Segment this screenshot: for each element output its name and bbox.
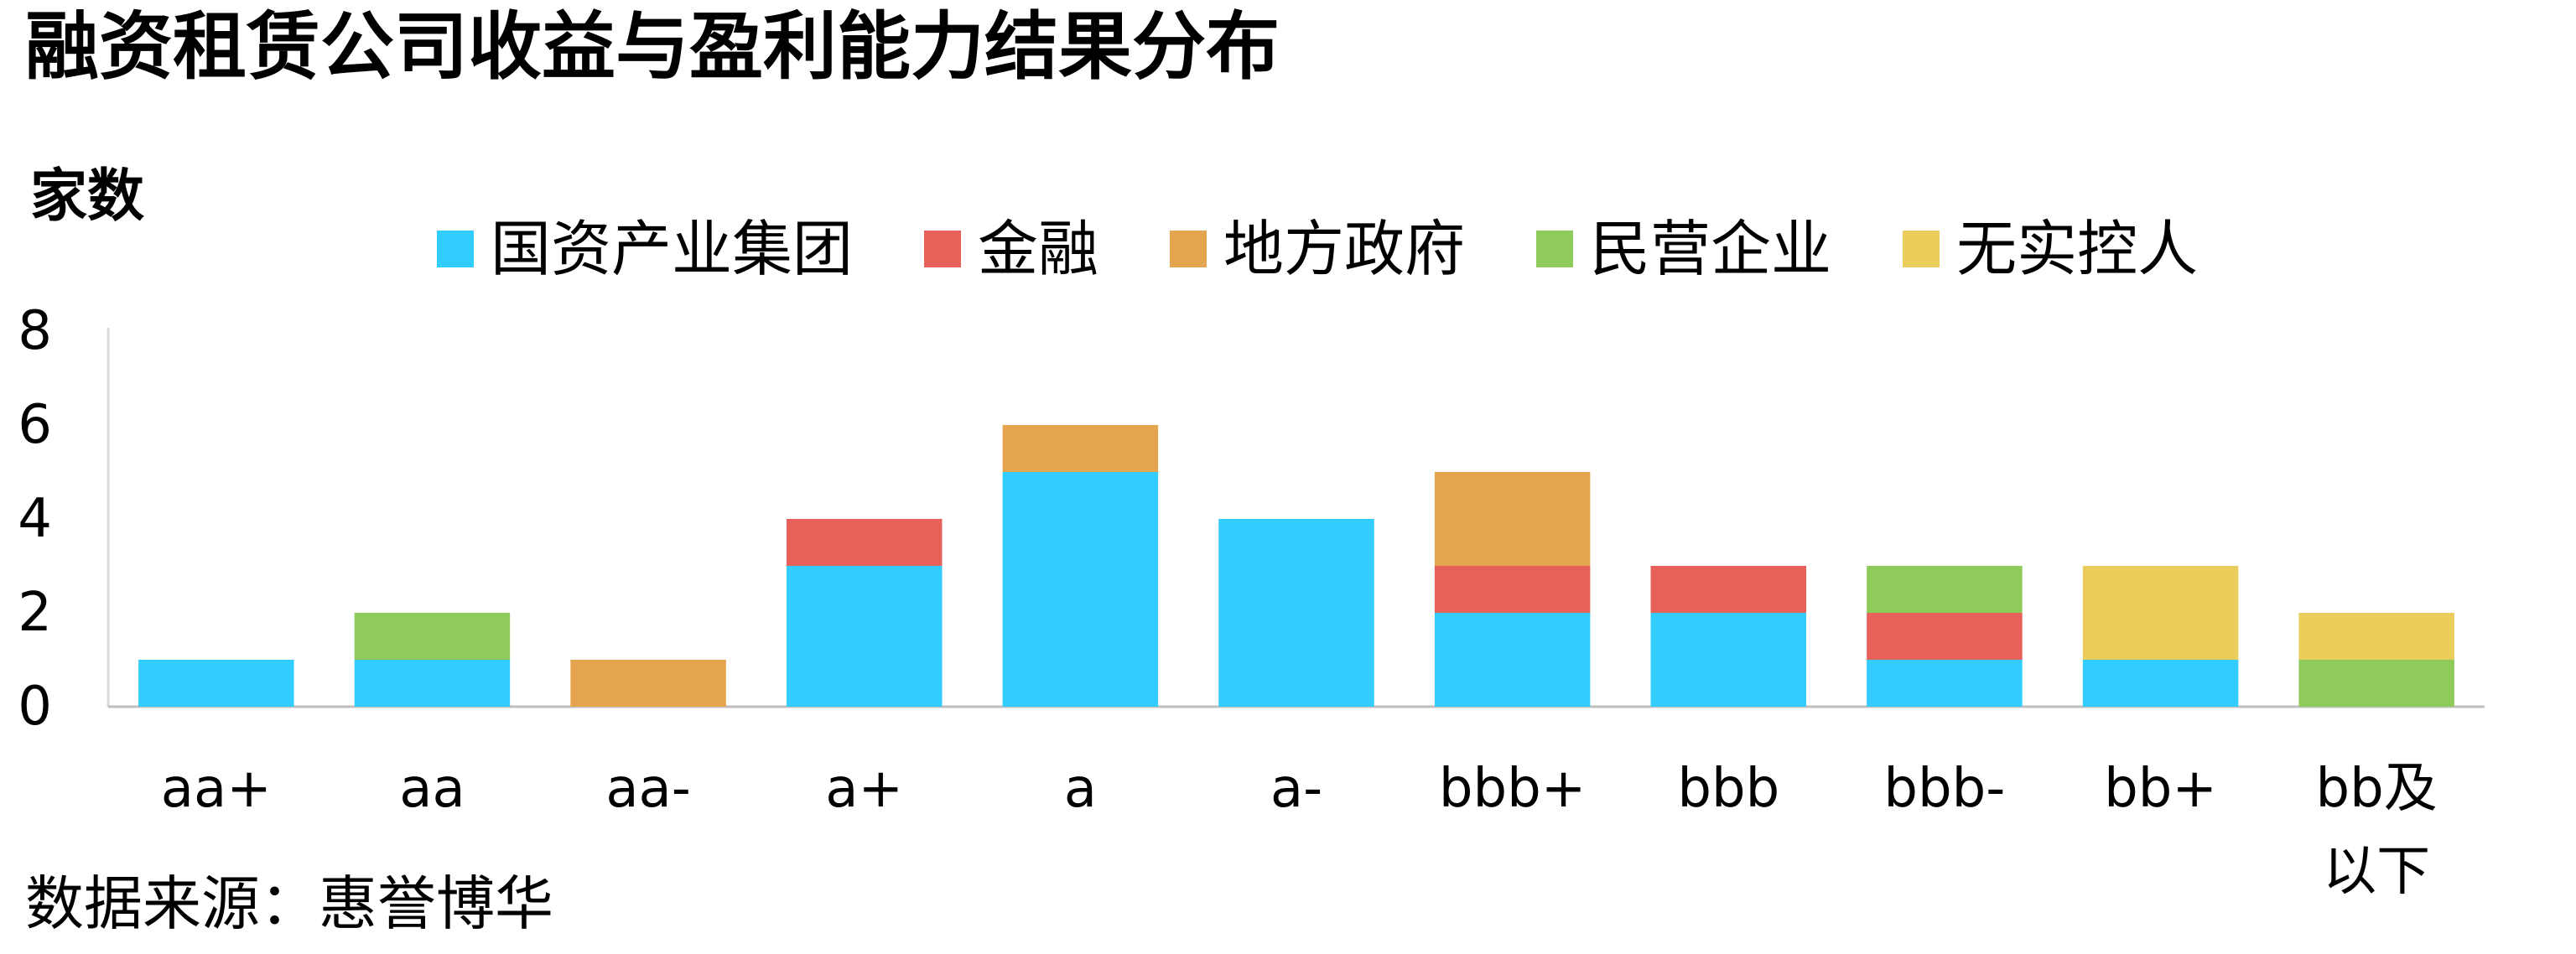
legend-item: 国资产业集团 bbox=[437, 219, 853, 279]
bar-a+-金融 bbox=[786, 519, 943, 566]
bar-a-地方政府 bbox=[1002, 425, 1159, 472]
bar-aa-国资产业集团 bbox=[354, 660, 511, 707]
legend-swatch bbox=[1170, 231, 1208, 267]
y-tick-label: 2 bbox=[18, 582, 52, 644]
bar-bbb--民营企业 bbox=[1867, 566, 2023, 613]
legend-label: 国资产业集团 bbox=[491, 214, 854, 284]
legend-label: 地方政府 bbox=[1223, 214, 1466, 284]
chart-title: 融资租赁公司收益与盈利能力结果分布 bbox=[25, 3, 1280, 90]
bar-bbb--国资产业集团 bbox=[1867, 660, 2023, 707]
legend: 国资产业集团 金融 地方政府 民营企业 无实控人 bbox=[437, 217, 2269, 281]
bar-bbb+-金融 bbox=[1434, 566, 1591, 613]
x-tick-label: bb+ bbox=[2104, 758, 2217, 820]
legend-item: 无实控人 bbox=[1903, 219, 2198, 279]
bar-bb及以下-民营企业 bbox=[2298, 660, 2454, 707]
bar-bbb-金融 bbox=[1650, 566, 1807, 613]
y-tick-label: 6 bbox=[18, 394, 52, 456]
bar-bbb-国资产业集团 bbox=[1650, 613, 1807, 707]
legend-swatch bbox=[1903, 231, 1940, 267]
x-tick-label: aa+ bbox=[161, 758, 272, 820]
y-tick-label: 4 bbox=[18, 488, 52, 550]
x-tick-label: bbb- bbox=[1883, 758, 2005, 820]
source-note: 数据来源：惠誉博华 bbox=[25, 869, 553, 938]
y-tick-label: 0 bbox=[18, 676, 52, 738]
y-axis-title: 家数 bbox=[30, 163, 145, 230]
bar-a-国资产业集团 bbox=[1002, 472, 1159, 707]
bar-aa--地方政府 bbox=[570, 660, 726, 707]
bars bbox=[138, 425, 2454, 707]
bar-bbb+-地方政府 bbox=[1434, 472, 1591, 566]
legend-swatch bbox=[1536, 231, 1574, 267]
bar-bb+-无实控人 bbox=[2082, 566, 2239, 660]
legend-swatch bbox=[437, 231, 474, 267]
y-tick-labels: 0 2 4 6 8 bbox=[18, 300, 52, 738]
legend-item: 民营企业 bbox=[1536, 219, 1831, 279]
x-tick-label: bbb+ bbox=[1439, 758, 1587, 820]
bar-bb及以下-无实控人 bbox=[2298, 613, 2454, 660]
y-tick-label: 8 bbox=[18, 300, 52, 362]
bar-a--国资产业集团 bbox=[1218, 519, 1374, 707]
legend-item: 金融 bbox=[924, 219, 1098, 279]
bar-bbb--金融 bbox=[1867, 613, 2023, 660]
x-tick-label: a bbox=[1064, 758, 1097, 820]
x-tick-label: aa- bbox=[605, 758, 691, 820]
x-tick-label: a- bbox=[1270, 758, 1322, 820]
bar-aa+-国资产业集团 bbox=[138, 660, 294, 707]
legend-label: 民营企业 bbox=[1590, 214, 1832, 284]
legend-label: 无实控人 bbox=[1956, 214, 2199, 284]
bar-bb+-国资产业集团 bbox=[2082, 660, 2239, 707]
legend-label: 金融 bbox=[978, 214, 1099, 284]
legend-swatch bbox=[924, 231, 962, 267]
bar-aa-民营企业 bbox=[354, 613, 511, 660]
x-tick-label: aa bbox=[399, 758, 465, 820]
x-tick-label: bbb bbox=[1677, 758, 1779, 820]
x-tick-labels: aa+ aa aa-a+ a a-bbb+ bbb bbb-bb+ bb及以下 bbox=[161, 758, 2438, 903]
bar-bbb+-国资产业集团 bbox=[1434, 613, 1591, 707]
bar-a+-国资产业集团 bbox=[786, 566, 943, 707]
legend-item: 地方政府 bbox=[1170, 219, 1465, 279]
x-tick-label: bb及以下 bbox=[2316, 758, 2438, 903]
x-tick-label: a+ bbox=[825, 758, 903, 820]
